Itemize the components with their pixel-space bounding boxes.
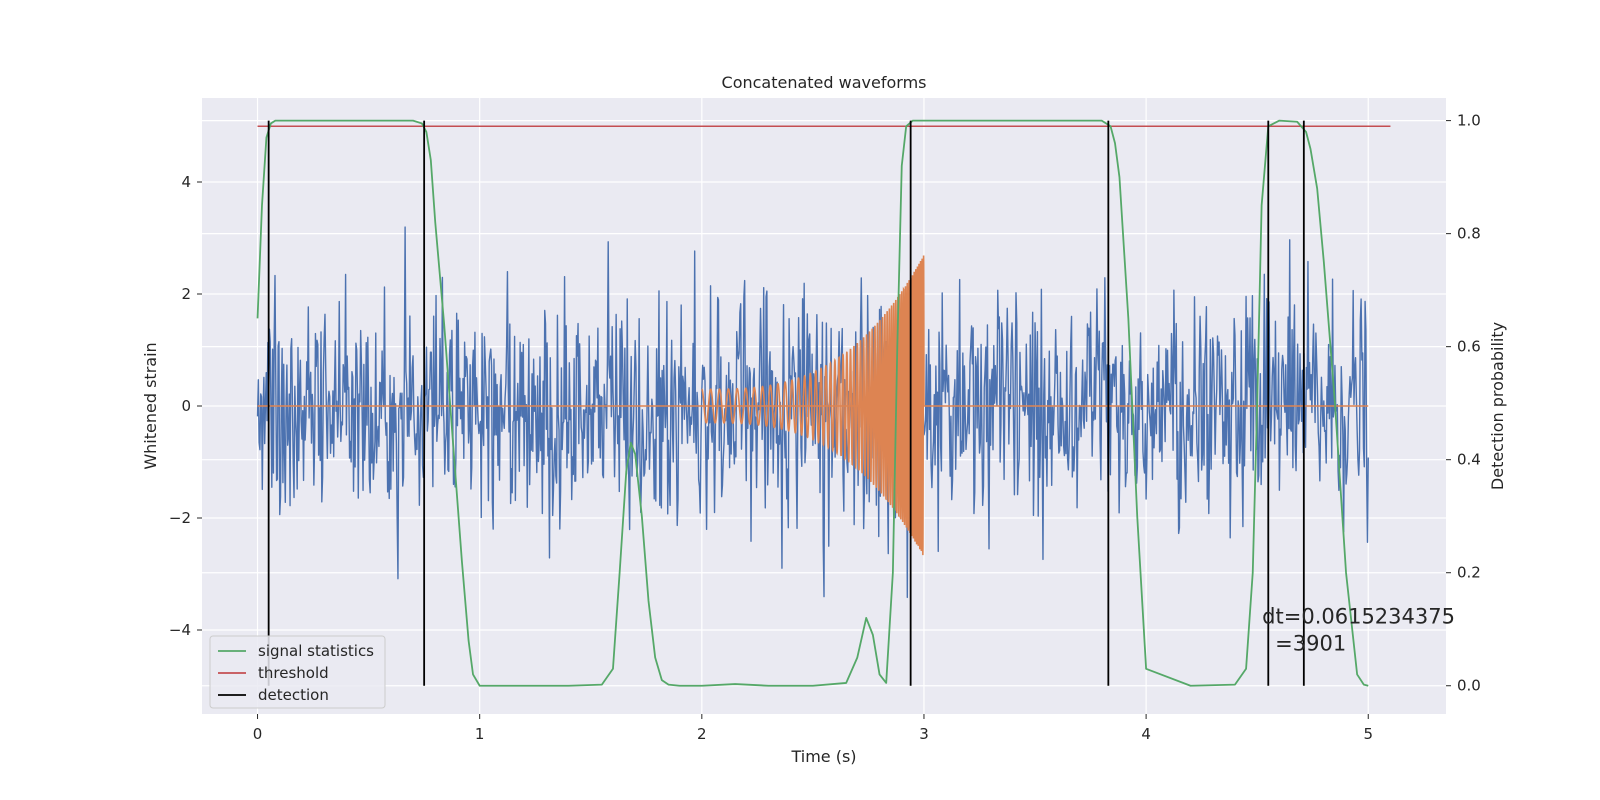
chart-title: Concatenated waveforms xyxy=(722,73,927,92)
left-y-tick-label: 0 xyxy=(181,397,191,415)
right-y-tick-label: 0.6 xyxy=(1457,338,1481,356)
right-y-tick-label: 0.8 xyxy=(1457,225,1481,243)
left-y-tick-label: 2 xyxy=(181,285,191,303)
legend-label: signal statistics xyxy=(258,642,374,660)
dt-annotation-line-2: =3901 xyxy=(1275,632,1346,656)
x-axis-label: Time (s) xyxy=(790,747,856,766)
axes-layer: 0 1 2 3 4 5 −4 −2 0 2 4 0.0 0.2 0.4 0.6 0.8 1.0 xyxy=(169,112,1481,743)
legend-label: detection xyxy=(258,686,329,704)
right-y-tick-label: 0.2 xyxy=(1457,564,1481,582)
strain-noise-series xyxy=(256,226,1369,599)
left-y-tick-label: −4 xyxy=(169,621,191,639)
x-tick-label: 0 xyxy=(253,725,263,743)
left-y-axis-label: Whitened strain xyxy=(141,342,160,469)
dt-annotation: dt=0.0615234375 =3901 xyxy=(1262,605,1455,656)
x-tick-label: 1 xyxy=(475,725,485,743)
x-tick-label: 4 xyxy=(1141,725,1151,743)
x-tick-label: 2 xyxy=(697,725,707,743)
signal-statistics-series xyxy=(256,119,1369,687)
right-y-tick-label: 1.0 xyxy=(1457,112,1481,130)
legend-items: signal statistics threshold detection xyxy=(218,642,374,704)
legend-frame xyxy=(209,635,386,709)
right-y-tick-label: 0.0 xyxy=(1457,677,1481,695)
left-y-tick-label: −2 xyxy=(169,509,191,527)
data-series-layer xyxy=(256,119,1391,687)
right-y-axis-label: Detection probability xyxy=(1488,322,1507,490)
x-tick-label: 3 xyxy=(919,725,929,743)
x-tick-label: 5 xyxy=(1363,725,1373,743)
dt-annotation-line-1: dt=0.0615234375 xyxy=(1262,605,1455,629)
legend-label: threshold xyxy=(258,664,329,682)
injected-chirp-series xyxy=(701,255,925,556)
right-y-tick-label: 0.4 xyxy=(1457,451,1481,469)
legend: signal statistics threshold detection xyxy=(209,635,386,709)
left-y-tick-label: 4 xyxy=(181,173,191,191)
